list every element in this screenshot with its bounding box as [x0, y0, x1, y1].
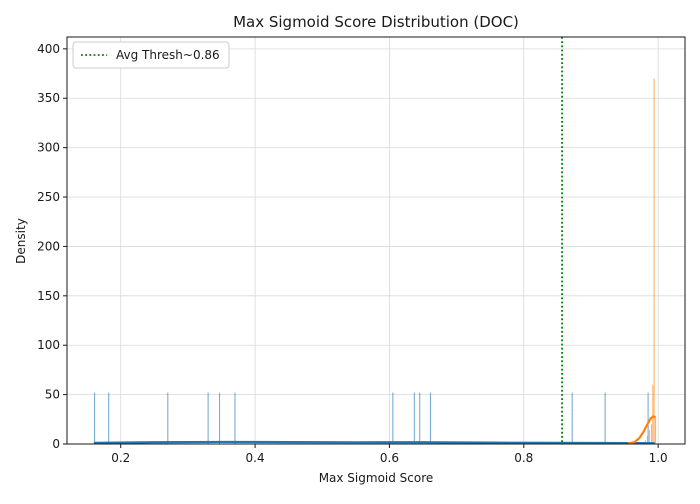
plot-area-frame: [66, 36, 686, 445]
histogram-bar-series-1: [108, 392, 110, 444]
y-tick-label: 300: [37, 141, 60, 155]
histogram-bar-series-1: [207, 392, 209, 444]
histogram-bar-series-2: [648, 430, 650, 444]
x-tick-label: 1.0: [649, 451, 668, 465]
histogram-bar-series-1: [419, 392, 421, 444]
x-tick-label: 0.4: [246, 451, 265, 465]
histogram-bar-series-2: [646, 436, 648, 444]
kde-curve-series-1: [93, 440, 655, 445]
histogram-bar-series-1: [234, 392, 236, 444]
histogram-bar-series-1: [167, 392, 169, 444]
legend-label-threshold: Avg Thresh~0.86: [116, 48, 220, 62]
histogram-bar-series-1: [429, 392, 432, 444]
histogram-bar-series-1: [571, 392, 573, 444]
histogram-bar-series-1: [218, 392, 221, 444]
x-tick-label: 0.6: [380, 451, 399, 465]
y-tick-label: 100: [37, 338, 60, 352]
histogram-bar-series-1: [392, 392, 394, 444]
y-tick-label: 350: [37, 91, 60, 105]
chart-title: Max Sigmoid Score Distribution (DOC): [233, 13, 519, 31]
histogram-bar-series-1: [647, 392, 649, 444]
histogram-bar-series-2: [644, 440, 646, 444]
histogram-bar-series-1: [604, 392, 606, 444]
legend-box: [72, 41, 230, 69]
histogram-bar-series-2: [654, 416, 657, 444]
histogram-bar-series-1: [94, 392, 96, 444]
histogram-bar-series-2: [652, 384, 654, 444]
x-axis-label: Max Sigmoid Score: [319, 471, 434, 485]
y-axis-label: Density: [14, 218, 28, 264]
x-tick-label: 0.8: [514, 451, 533, 465]
y-tick-label: 200: [37, 239, 60, 253]
legend: Avg Thresh~0.86: [72, 41, 230, 69]
axis-ticks: 0.2 0.4 0.6 0.8 1.0 0 50 100 150 200 250 300 350 400: [37, 42, 668, 465]
kde-curve-series-2: [627, 415, 656, 445]
histogram-bars: [94, 78, 657, 444]
x-tick-label: 0.2: [111, 451, 130, 465]
y-tick-label: 150: [37, 289, 60, 303]
y-tick-label: 250: [37, 190, 60, 204]
y-tick-label: 0: [52, 437, 60, 451]
y-tick-label: 50: [45, 388, 60, 402]
histogram-bar-series-1: [413, 392, 415, 444]
histogram-bar-series-2: [650, 424, 653, 444]
histogram-bar-series-2: [653, 78, 655, 444]
kde-curves: [93, 415, 656, 445]
y-tick-label: 400: [37, 42, 60, 56]
